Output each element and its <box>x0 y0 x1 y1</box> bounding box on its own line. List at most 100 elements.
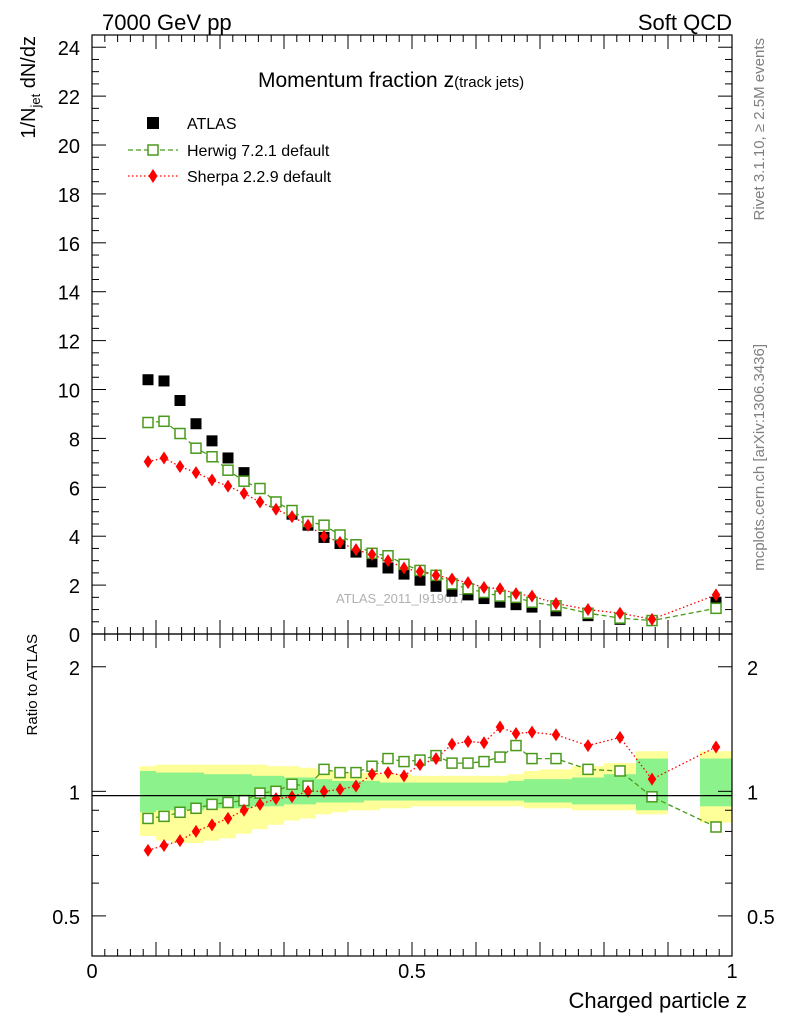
sherpa-ratio-point <box>143 843 153 857</box>
atlas-point <box>206 435 218 447</box>
y-axis-label-ratio: Ratio to ATLAS <box>24 634 41 735</box>
herwig-point <box>142 416 154 429</box>
side-caption-bottom: mcplots.cern.ch [arXiv:1306.3436] <box>751 344 768 571</box>
herwig-ratio-point <box>142 812 154 825</box>
band-inner-bin <box>476 782 492 801</box>
sherpa-point <box>615 606 625 620</box>
atlas-point <box>430 580 442 592</box>
sherpa-point <box>495 582 505 596</box>
sherpa-point <box>239 486 249 500</box>
y-axis-label-main: 1/N <box>18 108 40 139</box>
band-inner-bin <box>156 772 172 811</box>
herwig-ratio-point <box>190 802 202 815</box>
herwig-ratio-point <box>478 755 490 768</box>
y-tick-label-ratio-right: 2 <box>747 658 758 680</box>
herwig-ratio-point <box>710 821 722 833</box>
sherpa-point <box>191 466 201 480</box>
series-marks <box>142 374 722 857</box>
y-tick-label-main: 16 <box>58 234 80 256</box>
header-left: 7000 GeV pp <box>102 10 232 35</box>
y-tick-label-main: 6 <box>69 478 80 500</box>
atlas-point <box>382 562 394 574</box>
herwig-point <box>222 464 234 476</box>
herwig-ratio-point <box>398 755 410 768</box>
sherpa-ratio-point <box>303 784 313 798</box>
herwig-point <box>174 427 186 440</box>
atlas-point <box>710 596 722 608</box>
sherpa-ratio-point <box>191 824 201 838</box>
band-inner-bin <box>444 782 460 801</box>
sherpa-point <box>511 587 521 601</box>
y-tick-label-main: 4 <box>69 527 80 549</box>
herwig-point <box>710 602 722 615</box>
legend: ATLAS Herwig 7.2.1 default Sherpa 2.2.9 … <box>128 116 332 186</box>
sherpa-point <box>367 548 377 562</box>
sherpa-point <box>463 576 473 590</box>
side-caption-top: Rivet 3.1.10, ≥ 2.5M events <box>751 38 768 221</box>
y-tick-label-main: 10 <box>58 381 80 403</box>
sherpa-ratio-point <box>479 736 489 750</box>
sherpa-point <box>175 460 185 474</box>
y-tick-label-ratio: 1 <box>69 782 80 804</box>
legend-marker-atlas <box>147 117 159 129</box>
band-inner-bin <box>428 782 444 801</box>
atlas-point <box>414 574 426 586</box>
sherpa-ratio-point <box>367 767 377 781</box>
sherpa-point <box>255 495 265 509</box>
sherpa-point <box>335 535 345 549</box>
herwig-ratio-point <box>494 751 506 763</box>
sherpa-point <box>287 510 297 524</box>
atlas-point <box>190 418 202 430</box>
sherpa-point <box>303 518 313 532</box>
sherpa-ratio-point <box>399 769 409 783</box>
atlas-point <box>238 467 250 479</box>
band-inner-bin <box>140 770 156 813</box>
legend-label-herwig: Herwig 7.2.1 default <box>187 143 330 160</box>
herwig-ratio-point <box>334 766 346 779</box>
herwig-ratio-point <box>254 787 266 799</box>
herwig-ratio-point <box>526 752 538 765</box>
band-inner-bin <box>604 774 636 805</box>
sherpa-ratio-point <box>287 790 297 804</box>
sherpa-ratio-point <box>223 811 233 825</box>
sherpa-point <box>351 543 361 557</box>
y-tick-label-ratio-right: 1 <box>747 782 758 804</box>
sherpa-point <box>383 554 393 568</box>
plot-title-main: Momentum fraction z <box>258 69 454 92</box>
y-tick-label-ratio-right: 0.5 <box>747 907 775 929</box>
herwig-ratio-point <box>646 791 658 803</box>
herwig-ratio-point <box>318 763 330 776</box>
sherpa-point <box>647 612 657 626</box>
herwig-line-main <box>147 420 717 622</box>
band-inner-bin <box>508 780 524 801</box>
legend-label-sherpa: Sherpa 2.2.9 default <box>187 169 332 186</box>
watermark: ATLAS_2011_I919017 <box>336 591 466 606</box>
x-tick-label: 0 <box>86 961 97 983</box>
sherpa-point <box>431 568 441 582</box>
band-inner-bin <box>364 780 380 801</box>
y-tick-label-main: 22 <box>58 87 80 109</box>
x-tick-label: 1 <box>726 961 737 983</box>
herwig-ratio-point <box>222 796 234 809</box>
y-tick-label-main: 8 <box>69 429 80 451</box>
sherpa-point <box>479 581 489 595</box>
y-tick-label-main: 2 <box>69 576 80 598</box>
sherpa-point <box>207 473 217 487</box>
y-axis-label-sub: jet <box>28 93 43 108</box>
sherpa-point <box>319 529 329 543</box>
band-inner-bin <box>188 772 204 811</box>
atlas-point <box>142 374 154 386</box>
band-inner-bin <box>524 779 540 803</box>
sherpa-ratio-point <box>615 730 625 744</box>
herwig-ratio-point <box>350 766 362 779</box>
atlas-point <box>446 585 458 597</box>
sherpa-point <box>711 588 721 602</box>
sherpa-ratio-point <box>383 766 393 780</box>
herwig-point <box>190 442 202 454</box>
herwig-ratio-point <box>510 739 522 752</box>
header-right: Soft QCD <box>638 10 732 35</box>
y-tick-label-main: 12 <box>58 332 80 354</box>
herwig-ratio-point <box>462 757 474 769</box>
sherpa-ratio-point <box>239 803 249 817</box>
